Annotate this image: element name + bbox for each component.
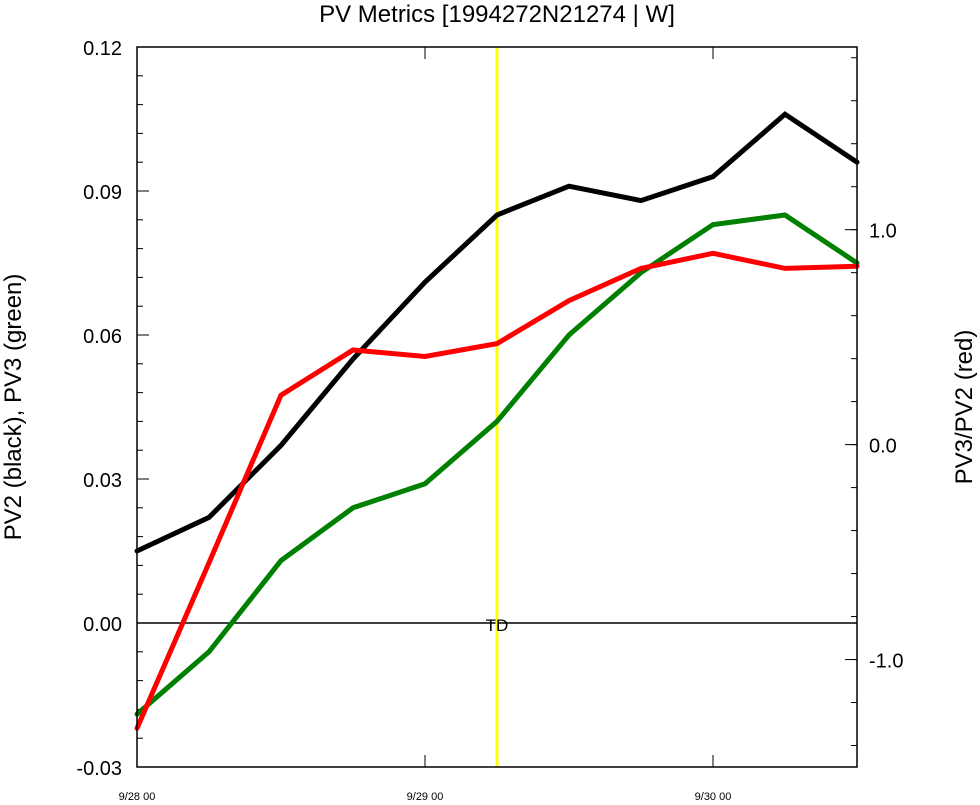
y2-tick-label: -1.0 — [869, 651, 903, 673]
y-tick-label: -0.03 — [76, 758, 122, 780]
y-axis-label: PV2 (black), PV3 (green) — [0, 274, 27, 541]
y-tick-label: 0.03 — [83, 470, 122, 492]
plot-frame — [136, 46, 858, 768]
x-tick-label: 9/28 00 — [119, 791, 156, 803]
series-line-2 — [134, 250, 860, 731]
y2-tick-label: 0.0 — [869, 436, 897, 458]
series-line-1 — [134, 212, 860, 717]
chart-title: PV Metrics [1994272N21274 | W] — [319, 1, 675, 28]
y-tick-label: 0.06 — [83, 326, 122, 348]
y2-axis-label: PV3/PV2 (red) — [951, 330, 978, 485]
y-tick-label: 0.09 — [83, 182, 122, 204]
axes-layer: -0.03 0.00 0.03 0.06 0.09 0.12 -1.0 0.0 1.0 9/28 … — [76, 38, 903, 803]
event-marker-label: TD — [486, 616, 509, 635]
x-tick-label: 9/30 00 — [695, 791, 732, 803]
series-line-0 — [134, 111, 860, 554]
series-layer: TD — [134, 47, 860, 767]
y-tick-label: 0.12 — [83, 38, 122, 60]
y-tick-label: 0.00 — [83, 614, 122, 636]
x-tick-label: 9/29 00 — [407, 791, 444, 803]
y2-tick-label: 1.0 — [869, 221, 897, 243]
frame-layer — [136, 46, 858, 768]
